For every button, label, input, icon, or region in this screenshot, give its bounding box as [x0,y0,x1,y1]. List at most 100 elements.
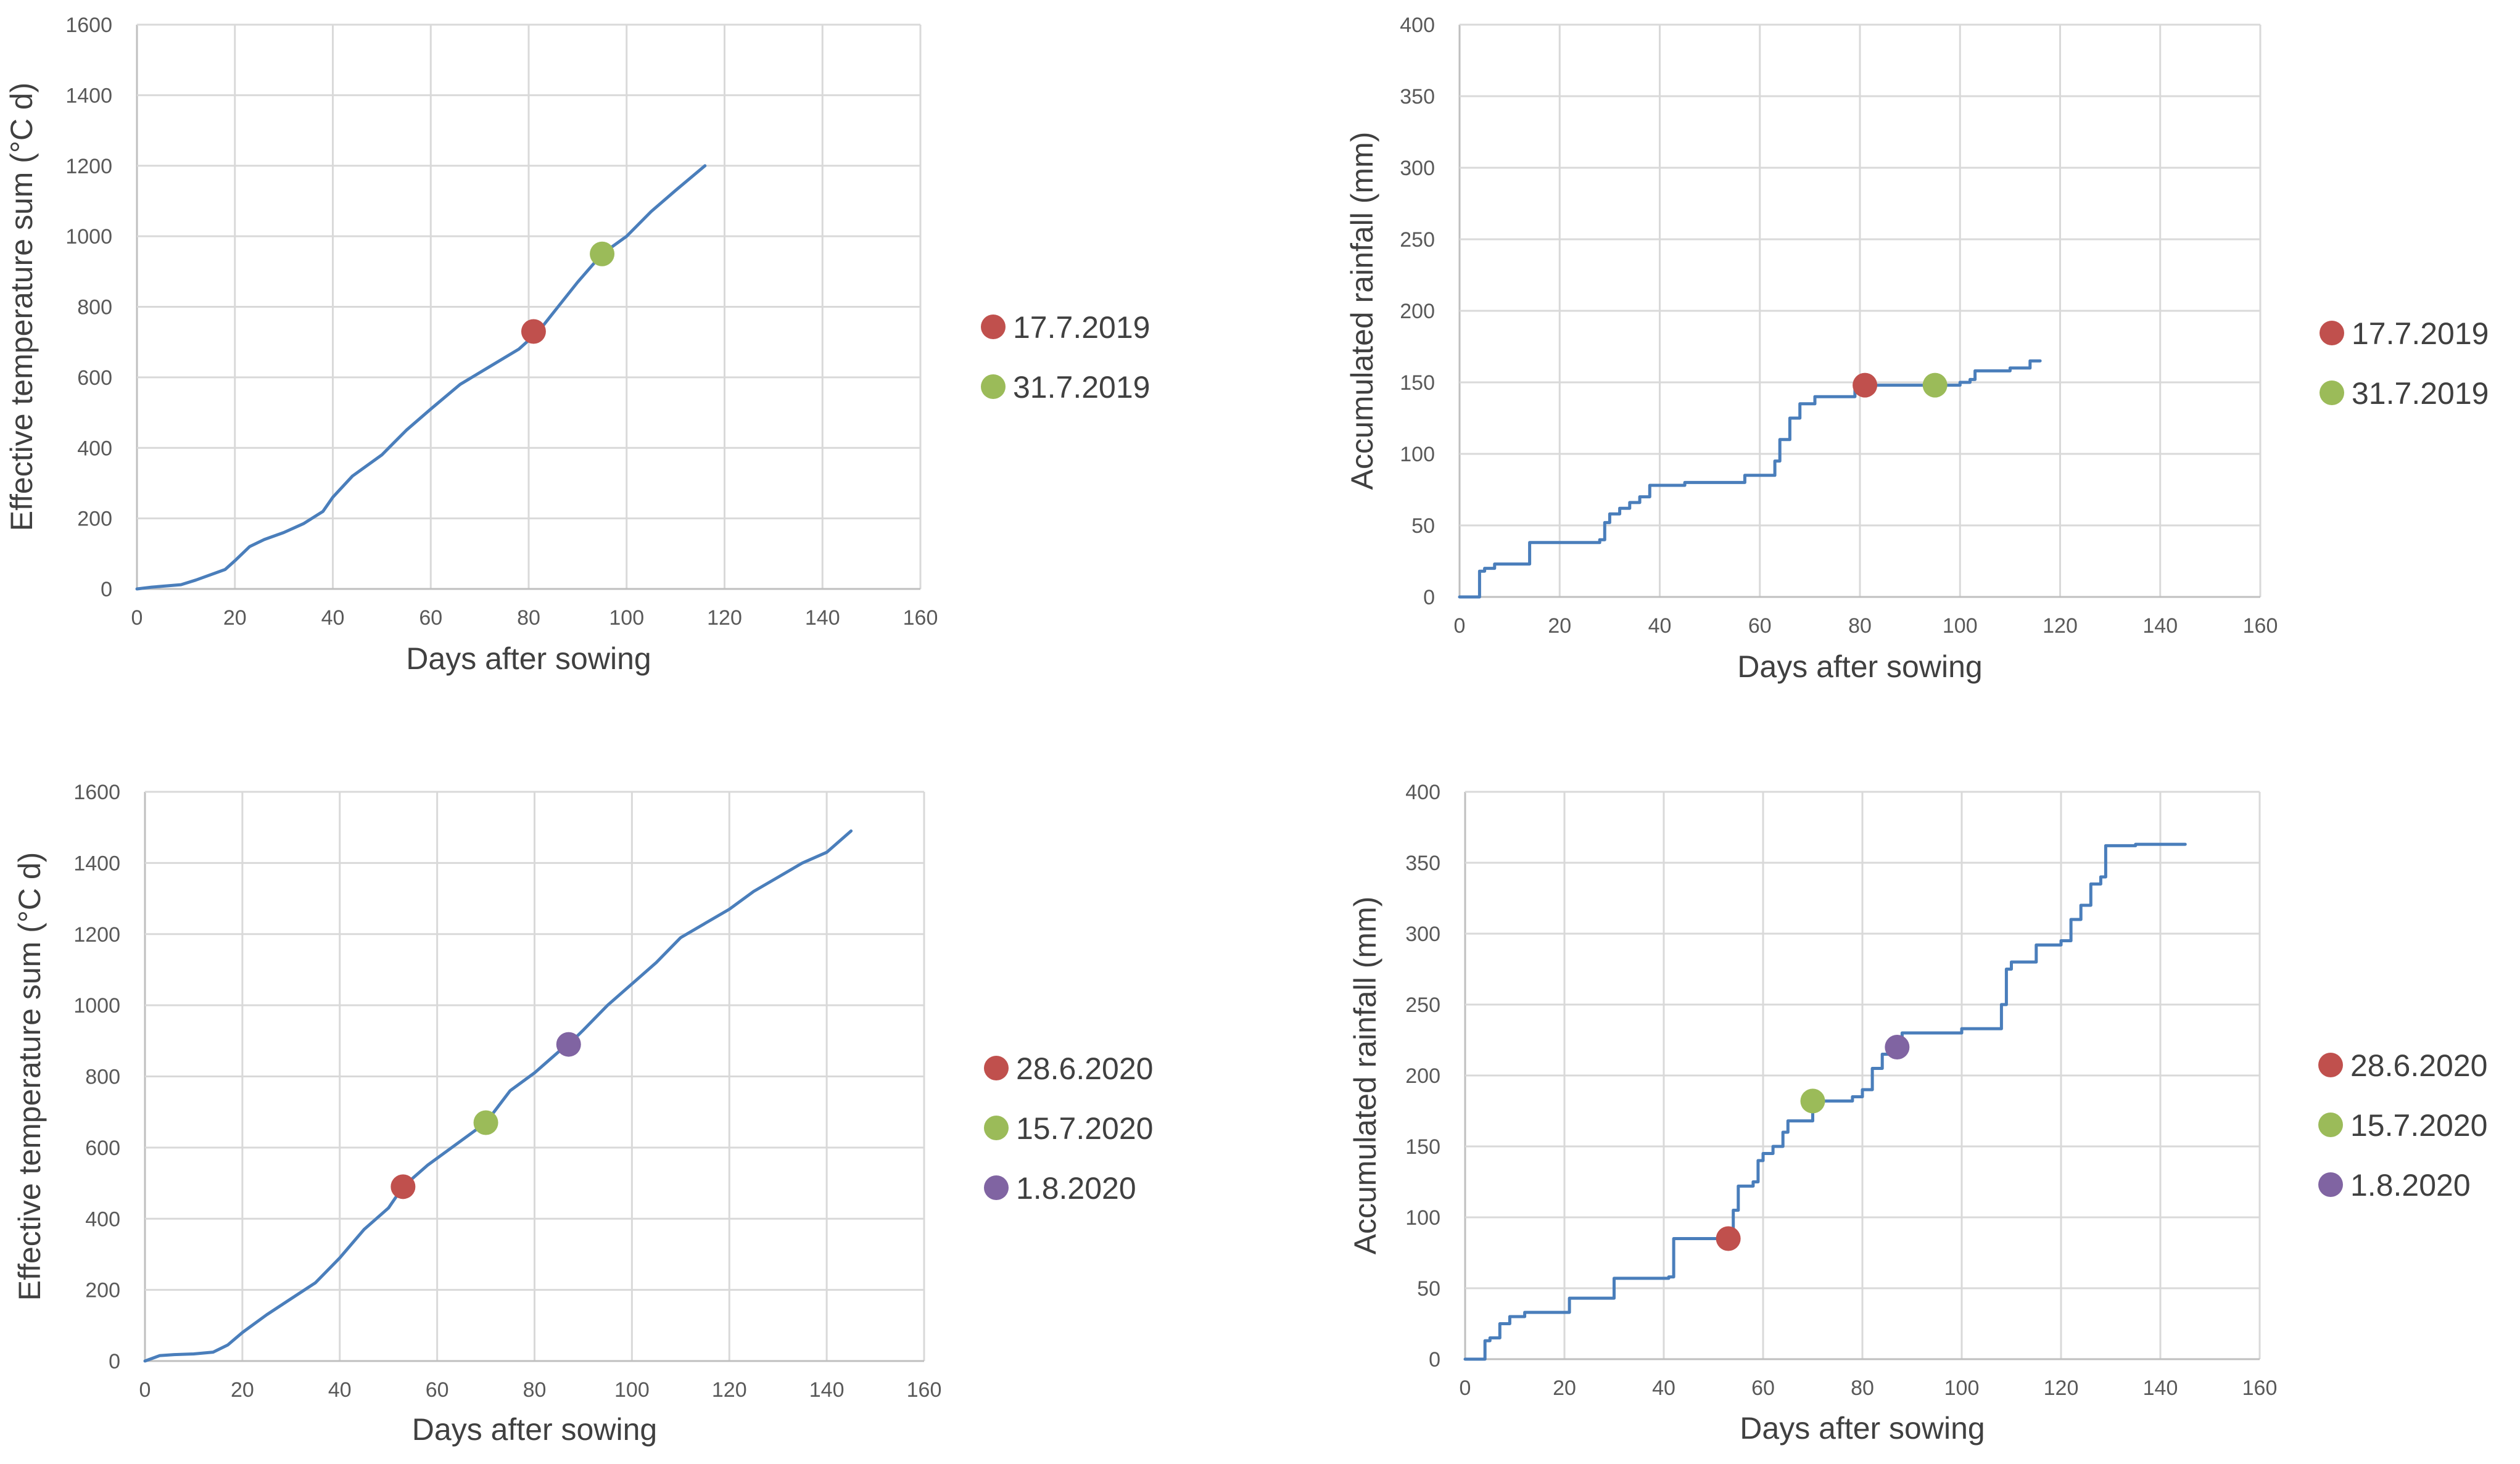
y-tick-label: 150 [1400,371,1435,395]
legend-label: 28.6.2020 [2350,1048,2487,1083]
y-tick-label: 250 [1400,228,1435,252]
x-axis-label: Days after sowing [1737,649,1982,684]
x-tick-label: 40 [1652,1376,1675,1400]
x-tick-label: 60 [419,606,442,630]
series-line [135,164,707,591]
x-tick-label: 20 [223,606,247,630]
x-tick-label: 80 [1848,614,1872,638]
y-tick-label: 600 [85,1137,120,1160]
x-tick-label: 0 [1454,614,1466,638]
data-point-marker[interactable] [1922,372,1948,398]
x-tick-label: 0 [131,606,143,630]
y-tick-label: 400 [77,437,112,460]
y-tick-label: 600 [77,366,112,390]
x-tick-label: 60 [426,1378,449,1402]
y-tick-label: 0 [109,1350,120,1373]
x-tick-label: 60 [1748,614,1772,638]
x-tick-label: 160 [2242,1376,2278,1400]
x-tick-label: 20 [231,1378,254,1402]
y-tick-label: 1000 [65,225,112,249]
x-tick-label: 40 [1648,614,1672,638]
data-point-marker[interactable] [556,1032,581,1057]
x-tick-label: 100 [1943,614,1978,638]
x-tick-label: 20 [1548,614,1571,638]
x-tick-label: 80 [523,1378,547,1402]
x-tick-label: 80 [517,606,540,630]
x-tick-label: 0 [139,1378,151,1402]
x-tick-label: 140 [805,606,840,630]
y-tick-label: 0 [1429,1348,1440,1371]
y-tick-label: 0 [101,578,112,601]
y-tick-label: 200 [77,508,112,531]
legend-label: 31.7.2019 [1013,370,1150,405]
legend-marker [984,1056,1009,1080]
y-tick-label: 350 [1405,852,1440,875]
x-tick-label: 120 [2043,614,2078,638]
y-tick-label: 100 [1405,1206,1440,1230]
y-axis-label: Accumulated rainfall (mm) [1348,897,1382,1255]
y-tick-label: 0 [1423,586,1435,609]
legend-marker [2318,1172,2343,1197]
y-tick-label: 1400 [65,84,112,107]
y-axis-label: Effective temperature sum (°C d) [12,852,47,1301]
x-axis-label: Days after sowing [406,641,651,676]
legend-marker [981,374,1006,399]
legend-marker [984,1116,1009,1140]
legend-marker [2318,1112,2343,1137]
x-tick-label: 160 [2243,614,2278,638]
y-tick-label: 200 [85,1279,120,1302]
x-axis-label: Days after sowing [412,1412,657,1447]
legend-label: 15.7.2020 [1016,1111,1153,1146]
y-tick-label: 400 [1405,781,1440,804]
y-tick-label: 400 [1400,14,1435,37]
x-tick-label: 160 [903,606,938,630]
y-tick-label: 300 [1405,923,1440,946]
y-tick-label: 1000 [73,994,120,1018]
x-tick-label: 160 [907,1378,942,1402]
chart-bottom-left: 0 20 40 60 80 100 120 140 1600200400600800100012… [12,781,1153,1447]
data-point-marker[interactable] [473,1110,498,1135]
y-tick-label: 150 [1405,1135,1440,1159]
series-line [1458,359,2042,599]
data-point-marker[interactable] [590,241,615,266]
series-line [1463,842,2187,1361]
legend-label: 28.6.2020 [1016,1051,1153,1086]
x-tick-label: 80 [1851,1376,1874,1400]
y-tick-label: 300 [1400,157,1435,180]
data-point-marker[interactable] [1885,1035,1910,1059]
x-tick-label: 0 [1460,1376,1471,1400]
legend-label: 1.8.2020 [1016,1171,1136,1206]
y-tick-label: 100 [1400,443,1435,466]
x-tick-label: 120 [707,606,742,630]
legend-marker [984,1175,1009,1200]
y-tick-label: 1400 [73,852,120,875]
legend-marker [2320,321,2344,345]
data-point-marker[interactable] [1800,1088,1825,1114]
data-point-marker[interactable] [1716,1226,1741,1251]
chart-bottom-right: 0 20 40 60 80 100 120 140 160 0 50 100 150 200 250 300 3… [1348,781,2487,1445]
y-tick-label: 1600 [65,14,112,37]
y-tick-label: 800 [85,1066,120,1089]
y-tick-label: 50 [1411,514,1435,538]
data-point-marker[interactable] [521,319,546,344]
legend-label: 17.7.2019 [1013,310,1150,345]
data-point-marker[interactable] [1853,372,1878,398]
data-point-marker[interactable] [390,1174,416,1199]
x-tick-label: 40 [328,1378,352,1402]
legend-label: 15.7.2020 [2350,1108,2487,1143]
chart-top-left: 0 20 40 60 80 100 120 140 1600200400600800100012… [4,14,1150,676]
x-tick-label: 100 [1944,1376,1980,1400]
legend-marker [2320,380,2344,405]
y-tick-label: 400 [85,1207,120,1231]
y-tick-label: 1200 [65,155,112,178]
x-tick-label: 140 [2142,614,2178,638]
y-tick-label: 200 [1400,300,1435,323]
y-tick-label: 50 [1417,1277,1440,1301]
x-tick-label: 120 [712,1378,747,1402]
x-tick-label: 140 [809,1378,845,1402]
y-tick-label: 200 [1405,1064,1440,1088]
x-tick-label: 20 [1553,1376,1576,1400]
legend-marker [2318,1053,2343,1077]
y-axis-label: Effective temperature sum (°C d) [4,83,39,532]
